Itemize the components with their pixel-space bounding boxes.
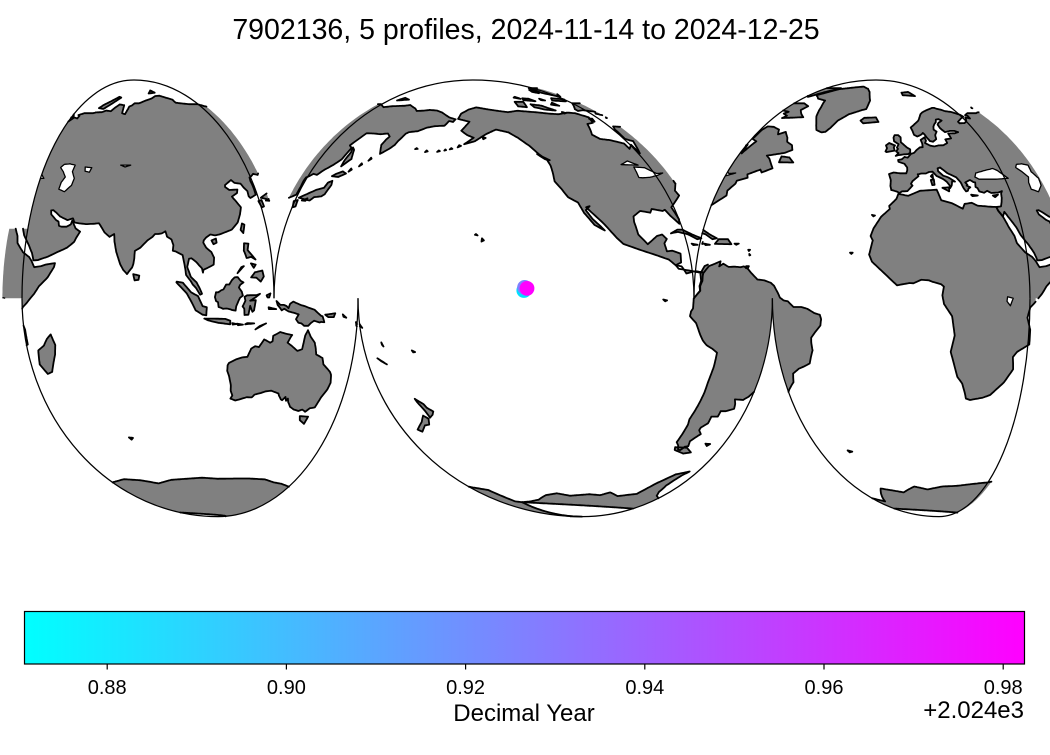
svg-text:Decimal Year: Decimal Year xyxy=(453,700,594,727)
svg-text:+2.024e3: +2.024e3 xyxy=(923,697,1024,724)
svg-text:0.90: 0.90 xyxy=(267,677,306,699)
svg-text:7902136, 5 profiles, 2024-11-1: 7902136, 5 profiles, 2024-11-14 to 2024-… xyxy=(232,14,819,46)
svg-text:0.98: 0.98 xyxy=(984,677,1023,699)
svg-text:0.94: 0.94 xyxy=(625,677,664,699)
svg-text:0.92: 0.92 xyxy=(446,677,485,699)
svg-text:0.88: 0.88 xyxy=(88,677,127,699)
svg-text:0.96: 0.96 xyxy=(805,677,844,699)
